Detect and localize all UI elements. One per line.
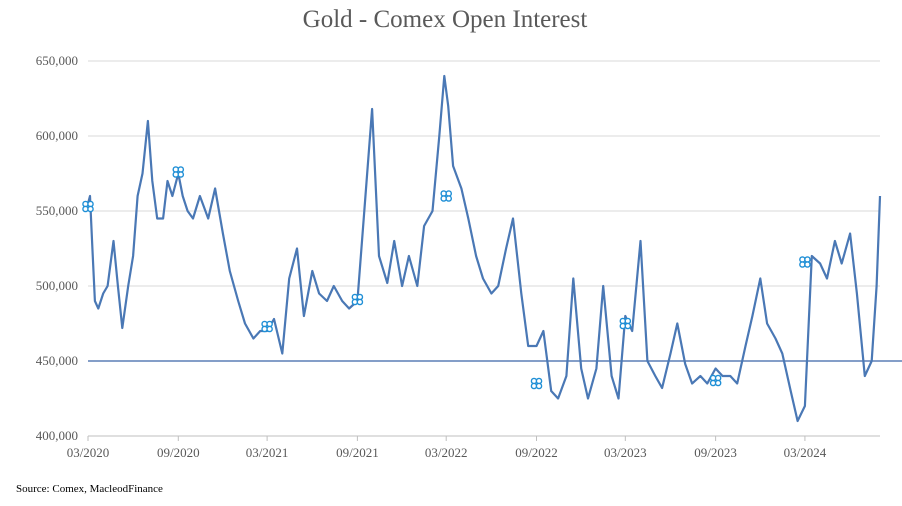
y-tick-label: 600,000	[36, 128, 78, 143]
x-tick-label: 03/2024	[784, 445, 827, 460]
data-marker	[440, 190, 453, 202]
data-marker-dot	[804, 261, 811, 268]
data-marker-dot	[445, 195, 453, 202]
y-tick-label: 400,000	[36, 428, 78, 443]
data-marker	[172, 166, 185, 178]
data-marker-dot	[266, 325, 273, 333]
x-tick-label: 03/2023	[604, 445, 647, 460]
y-axis-tick-labels: 400,000 450,000 500,000 550,000 600,000 650,0…	[36, 53, 78, 443]
series-line-open-interest	[86, 74, 882, 423]
x-tick-label: 03/2022	[425, 445, 468, 460]
data-marker-dot	[356, 298, 364, 306]
data-marker-dot	[87, 205, 94, 213]
chart-title: Gold - Comex Open Interest	[302, 6, 588, 33]
data-marker	[82, 200, 94, 213]
data-marker	[799, 256, 811, 268]
data-marker-dot	[177, 171, 185, 178]
y-tick-label: 550,000	[36, 203, 78, 218]
source-note: Source: Comex, MacleodFinance	[16, 483, 163, 495]
data-marker	[261, 320, 273, 333]
data-marker-dot	[714, 379, 722, 387]
y-tick-label: 650,000	[36, 53, 78, 68]
x-tick-label: 03/2021	[246, 445, 289, 460]
data-marker	[351, 293, 364, 306]
x-tick-label: 09/2023	[694, 445, 737, 460]
x-tick-label: 03/2020	[67, 445, 110, 460]
x-tick-label: 09/2022	[515, 445, 558, 460]
data-marker	[530, 377, 543, 390]
x-axis-tick-labels: 03/2020 09/2020 03/2021 09/2021 03/2022 09/20…	[67, 436, 827, 460]
y-tick-label: 500,000	[36, 278, 78, 293]
x-tick-label: 09/2021	[336, 445, 379, 460]
data-marker	[619, 317, 632, 330]
y-tick-label: 450,000	[36, 353, 78, 368]
data-marker-dot	[535, 382, 543, 390]
x-tick-label: 09/2020	[157, 445, 200, 460]
series-markers	[82, 166, 811, 390]
data-marker-dot	[624, 322, 632, 330]
data-marker	[709, 374, 722, 387]
grid-lines	[88, 60, 880, 437]
